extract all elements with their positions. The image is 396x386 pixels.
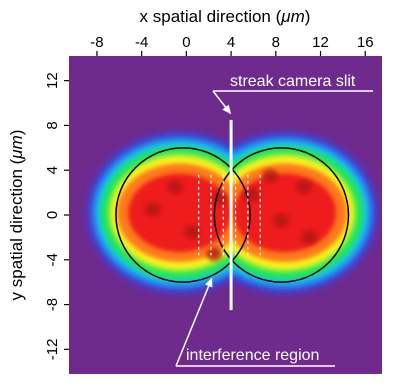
x-axis-title: x spatial direction (μm) xyxy=(140,7,311,26)
interference-fringes xyxy=(198,174,261,256)
annotation-interference-region: interference region xyxy=(175,277,335,367)
annotation-streak-camera-slit-label: streak camera slit xyxy=(230,73,356,90)
y-tick-label: 12 xyxy=(44,72,61,89)
intensity-blob xyxy=(128,173,232,252)
beam-outline-circle xyxy=(115,147,251,283)
annotation-streak-camera-slit-arrowhead xyxy=(222,104,232,115)
y-tick-label: -4 xyxy=(44,253,61,266)
annotation-streak-camera-slit-leader xyxy=(212,90,227,108)
annotation-interference-region-leader xyxy=(175,285,210,367)
y-axis: 12 8 4 0 -4 -8 -12 xyxy=(44,72,69,360)
x-tick-label: 0 xyxy=(182,34,190,51)
intensity-speckle xyxy=(243,188,260,202)
y-tick-label: -12 xyxy=(44,339,61,361)
intensity-speckle xyxy=(206,247,223,261)
x-axis: -8 -4 0 4 8 12 16 xyxy=(90,34,374,56)
intensity-speckle xyxy=(184,225,200,239)
heatmap-blobs xyxy=(86,132,378,294)
x-tick-label: -4 xyxy=(135,34,148,51)
intensity-speckle xyxy=(145,202,161,217)
heatmap-area xyxy=(69,56,382,374)
x-tick-label: -8 xyxy=(90,34,103,51)
y-tick-label: -8 xyxy=(44,298,61,311)
annotation-interference-region-arrowhead xyxy=(204,277,213,288)
x-tick-label: 16 xyxy=(357,34,374,51)
intensity-blob xyxy=(233,173,337,252)
intensity-speckle xyxy=(167,180,184,194)
intensity-speckle xyxy=(295,180,312,194)
y-tick-label: 4 xyxy=(44,166,61,174)
annotation-interference-region-label: interference region xyxy=(186,347,319,364)
y-axis-title: y spatial direction (μm) xyxy=(7,130,26,301)
y-tick-label: 8 xyxy=(44,121,61,129)
x-tick-label: 8 xyxy=(272,34,280,51)
intensity-speckle xyxy=(301,230,318,245)
x-tick-label: 4 xyxy=(227,34,235,51)
intensity-speckle xyxy=(212,191,228,205)
beam-circles xyxy=(115,147,350,283)
intensity-speckle xyxy=(262,169,279,183)
annotation-streak-camera-slit: streak camera slit xyxy=(212,73,373,115)
y-tick-label: 0 xyxy=(44,211,61,219)
x-tick-label: 12 xyxy=(312,34,329,51)
intensity-speckle xyxy=(273,213,290,228)
beam-outline-circle xyxy=(213,147,350,283)
